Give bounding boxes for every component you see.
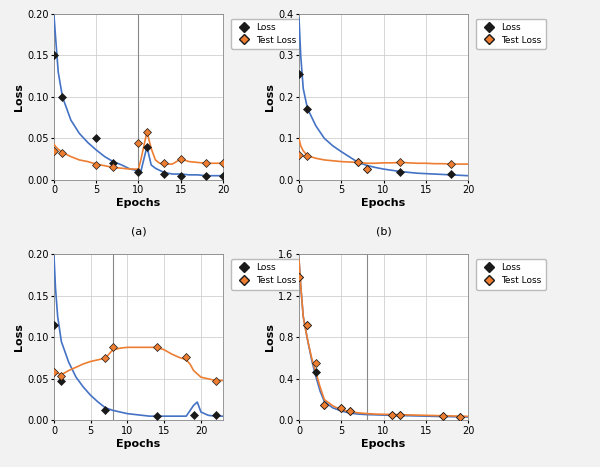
Legend: Loss, Test Loss: Loss, Test Loss [231, 19, 301, 49]
Y-axis label: Loss: Loss [14, 83, 24, 111]
X-axis label: Epochs: Epochs [361, 439, 406, 449]
Y-axis label: Loss: Loss [265, 83, 275, 111]
Y-axis label: Loss: Loss [14, 324, 24, 351]
X-axis label: Epochs: Epochs [116, 439, 161, 449]
Text: (a): (a) [131, 226, 146, 236]
X-axis label: Epochs: Epochs [116, 198, 161, 208]
Text: (b): (b) [376, 226, 391, 236]
Legend: Loss, Test Loss: Loss, Test Loss [476, 259, 546, 290]
Legend: Loss, Test Loss: Loss, Test Loss [476, 19, 546, 49]
Legend: Loss, Test Loss: Loss, Test Loss [231, 259, 301, 290]
X-axis label: Epochs: Epochs [361, 198, 406, 208]
Y-axis label: Loss: Loss [265, 324, 275, 351]
